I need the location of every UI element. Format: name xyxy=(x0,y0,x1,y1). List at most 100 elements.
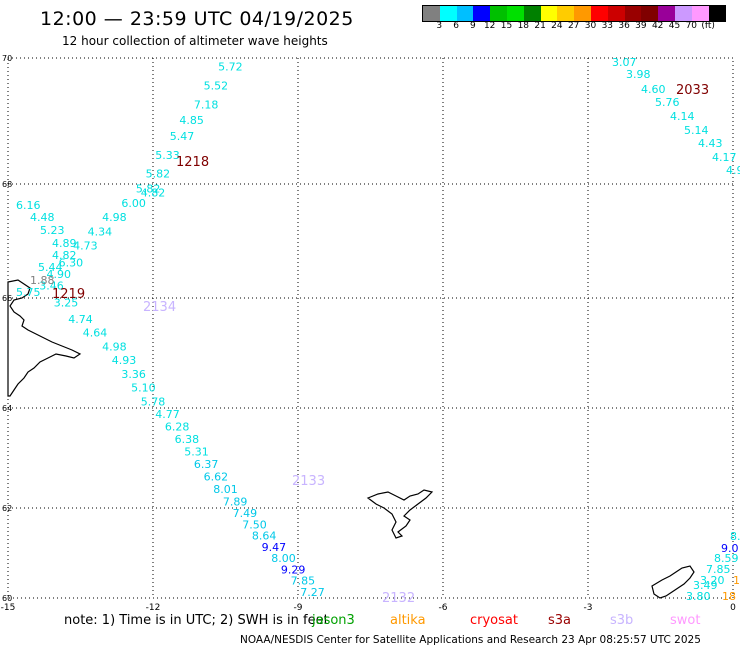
colorbar-swatch-14 xyxy=(658,6,675,21)
colorbar-tick-15: 70 xyxy=(685,21,698,31)
wave-height-point: 6.28 xyxy=(165,421,190,434)
wave-height-point: 8.01 xyxy=(213,483,238,496)
pass-time-label: 2134 xyxy=(143,300,176,315)
wave-height-point: 3.20 xyxy=(700,574,725,587)
chart-subtitle: 12 hour collection of altimeter wave hei… xyxy=(62,34,328,48)
wave-height-point: 4.74 xyxy=(68,313,93,326)
wave-height-point: 5.75 xyxy=(16,286,41,299)
colorbar-tick-4: 15 xyxy=(500,21,513,31)
wave-height-point: 7.89 xyxy=(223,496,248,509)
y-tick-label: 62 xyxy=(2,504,12,513)
pass-time-label: 1219 xyxy=(52,287,85,302)
wave-height-point: 7.27 xyxy=(300,586,325,599)
colorbar-tick-10: 33 xyxy=(601,21,614,31)
pass-time-label: 2133 xyxy=(292,474,325,489)
colorbar-tick-labels: 3 6 9 12 15 18 21 24 27 30 33 36 39 42 45 70 (ft) xyxy=(422,21,740,35)
wave-height-point: 7.85 xyxy=(706,563,731,576)
wave-height-point: 7.18 xyxy=(194,98,219,111)
wave-height-point: 5.52 xyxy=(204,80,229,93)
wave-height-point: 5.33 xyxy=(155,149,180,162)
wave-height-point: 4.82 xyxy=(52,249,77,262)
x-tick-label: -3 xyxy=(584,603,593,613)
extra-track-labels: 6.164.485.234.894.825.441.885.753.073.98… xyxy=(16,56,740,603)
wave-height-point: 6.37 xyxy=(194,458,219,471)
wave-height-point: 4.98 xyxy=(102,340,127,353)
x-tick-label: -9 xyxy=(294,603,303,613)
time-labels: 1218 1219 2134 2133 2132 2033 xyxy=(52,83,709,606)
wave-height-point: 5.31 xyxy=(184,446,209,459)
satellite-altika: altika xyxy=(390,613,426,628)
colorbar-swatch-10 xyxy=(590,6,608,21)
wave-height-point: 3.80 xyxy=(686,590,711,603)
wave-height-point: 5.10 xyxy=(131,382,156,395)
wave-height-point: 5.47 xyxy=(170,130,195,143)
y-tick-label: 66 xyxy=(2,294,12,303)
colorbar-swatch-1 xyxy=(439,6,457,21)
land-outlines xyxy=(7,279,695,599)
x-tick-label: -6 xyxy=(439,603,448,613)
note-text: note: 1) Time is in UTC; 2) SWH is in fe… xyxy=(64,613,329,628)
satellite-swot: swot xyxy=(670,613,701,628)
colorbar-tick-3: 12 xyxy=(483,21,496,31)
wave-height-point: 4.64 xyxy=(83,327,108,340)
wave-height-point: 8.00 xyxy=(271,552,296,565)
wave-height-point: 9.0 xyxy=(721,542,739,555)
colorbar-tick-7: 24 xyxy=(551,21,563,31)
pass-time-label: 2033 xyxy=(676,83,709,98)
colorbar-tick-12: 39 xyxy=(635,21,647,31)
chart-title: 12:00 — 23:59 UTC 04/19/2025 xyxy=(40,8,354,30)
satellite-jason3: jason3 xyxy=(312,613,355,628)
wave-height-point: 4.98 xyxy=(102,211,127,224)
colorbar-swatch-11 xyxy=(607,6,625,21)
y-tick-label: 68 xyxy=(2,180,12,189)
footer-credit: NOAA/NESDIS Center for Satellite Applica… xyxy=(240,634,701,646)
wave-height-point: 8.59 xyxy=(714,552,739,565)
wave-height-point: 5.44 xyxy=(38,261,63,274)
colorbar-swatch-8 xyxy=(557,6,575,21)
colorbar-legend xyxy=(422,5,727,22)
grid-lines xyxy=(7,57,734,599)
colorbar-tick-5: 18 xyxy=(517,21,530,31)
wave-height-point: 5.14 xyxy=(684,124,709,137)
wave-height-point: 8.64 xyxy=(252,530,277,543)
wave-height-point: 18 xyxy=(722,590,736,603)
wave-height-point: 4.90 xyxy=(47,268,72,281)
wave-height-point: 6.00 xyxy=(121,197,146,210)
satellite-s3a: s3a xyxy=(548,613,572,628)
wave-height-point: 4.89 xyxy=(52,237,77,250)
wave-height-point: 4.77 xyxy=(155,408,180,421)
wave-height-point: 4.48 xyxy=(30,211,55,224)
colorbar-swatch-17 xyxy=(708,6,726,21)
colorbar-tick-6: 21 xyxy=(534,21,546,31)
wave-height-point: 5.76 xyxy=(655,96,680,109)
wave-height-point: 4.85 xyxy=(179,114,204,127)
wave-height-point: 9.47 xyxy=(262,541,287,554)
colorbar-tick-11: 36 xyxy=(618,21,630,31)
colorbar-swatch-5 xyxy=(506,6,524,21)
y-tick-label: 70 xyxy=(2,54,12,63)
colorbar-swatch-2 xyxy=(456,6,474,21)
colorbar-tick-9: 30 xyxy=(584,21,597,31)
wave-height-point: 4.43 xyxy=(698,137,723,150)
plot-frame xyxy=(7,57,734,599)
colorbar-swatch-3 xyxy=(473,6,491,21)
pass-time-label: 1218 xyxy=(176,155,209,170)
colorbar-swatch-13 xyxy=(641,6,659,21)
wave-height-point: 8. xyxy=(730,530,740,543)
wave-height-point: 3.36 xyxy=(121,368,146,381)
wave-height-point: 1 xyxy=(733,574,740,587)
wave-height-point: 4.17 xyxy=(712,151,737,164)
colorbar-tick-0: 3 xyxy=(436,21,443,31)
y-tick-label: 60 xyxy=(2,594,12,603)
colorbar-swatch-4 xyxy=(490,6,507,21)
wave-height-point: 4.9 xyxy=(726,164,740,177)
colorbar-tick-1: 6 xyxy=(453,21,459,31)
axis-tick-labels: -15 -12 -9 -6 -3 0 60 62 64 66 68 70 xyxy=(1,54,736,613)
faroe-islands-outline xyxy=(366,489,434,539)
wave-height-point: 4.60 xyxy=(641,83,666,96)
shetland-outline xyxy=(651,565,695,599)
y-tick-label: 64 xyxy=(2,404,12,413)
iceland-coastline xyxy=(7,279,82,397)
wave-height-point: 3.46 xyxy=(39,279,64,292)
